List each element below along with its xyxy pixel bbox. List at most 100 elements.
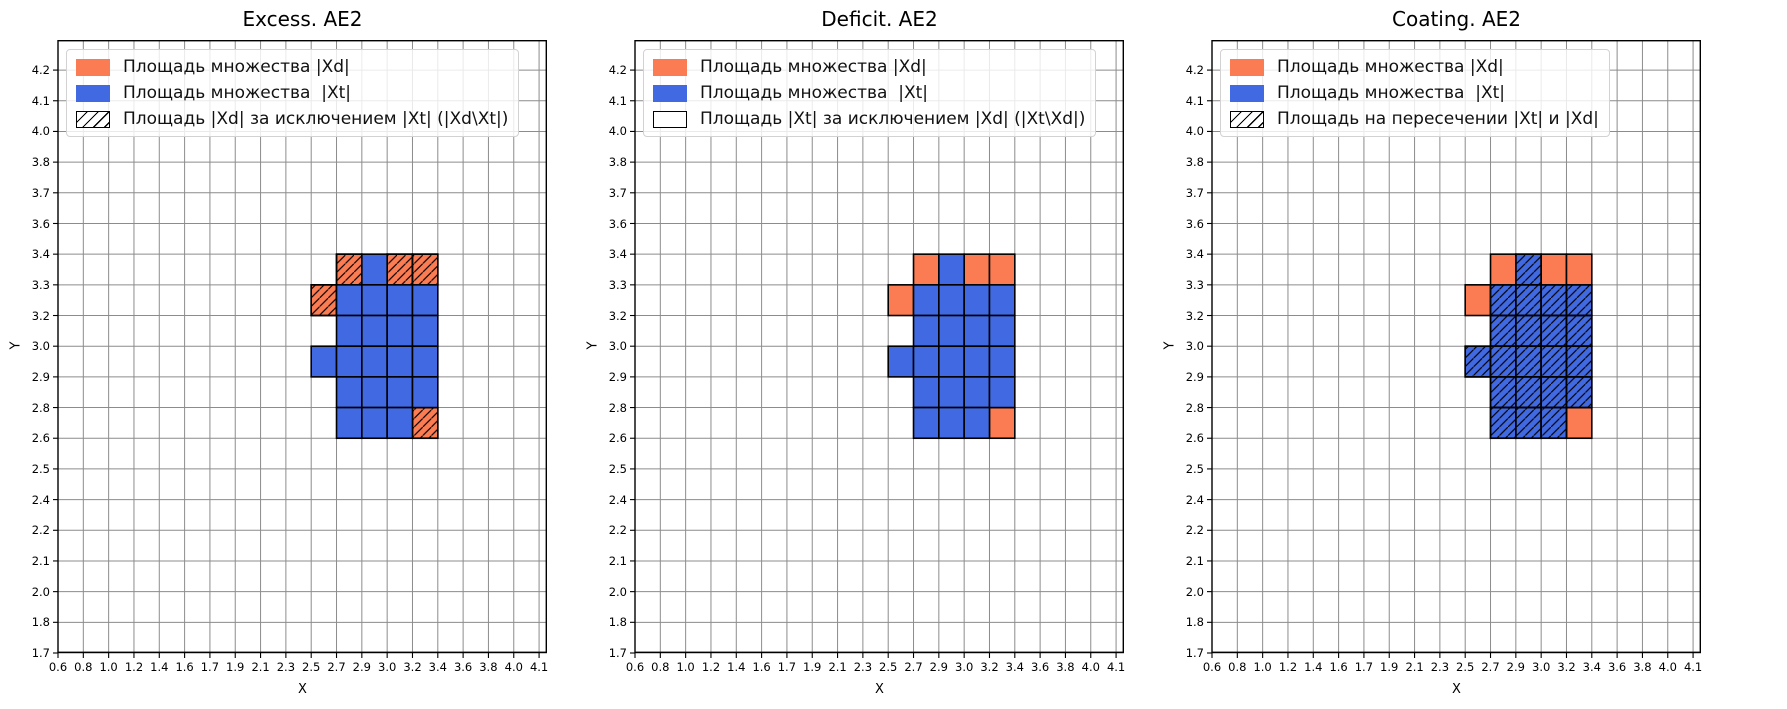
- x-tick-label: 0.8: [1228, 660, 1247, 674]
- legend-label: Площадь множества |Xt|: [123, 83, 352, 103]
- xd-cell: [1540, 253, 1568, 286]
- y-tick-label: 3.4: [31, 247, 50, 262]
- x-tick-label: 1.4: [1304, 660, 1323, 674]
- y-tick-label: 3.3: [608, 277, 627, 292]
- plot-area-svg: [1207, 39, 1701, 658]
- legend-item: Площадь |Xt| за исключением |Xd| (|Xt\Xd…: [653, 109, 1085, 129]
- xt-cell-hatch: [1565, 345, 1593, 378]
- x-tick-label: 0.6: [1202, 660, 1222, 674]
- x-tick-label: 3.8: [1633, 660, 1652, 674]
- y-tick-label: 1.7: [31, 646, 50, 660]
- y-tick-label: 3.8: [608, 155, 627, 170]
- x-tick-label: 4.1: [1106, 660, 1126, 674]
- x-tick-label: 2.1: [1405, 660, 1424, 674]
- x-tick-label: 2.5: [879, 660, 898, 674]
- y-axis-label: Y: [585, 341, 601, 349]
- y-tick-label: 2.4: [1185, 492, 1204, 507]
- xd-cell-hatch: [411, 406, 439, 440]
- x-tick-label: 3.2: [980, 660, 999, 674]
- x-tick-label: 1.0: [676, 660, 695, 674]
- y-tick-label: 1.7: [608, 646, 627, 660]
- x-tick-label: 3.6: [1607, 660, 1627, 674]
- xt-cell: [335, 314, 363, 347]
- x-tick-label: 3.4: [1582, 660, 1601, 674]
- xt-cell: [912, 376, 940, 409]
- xt-cell: [386, 376, 414, 409]
- x-tick-label: 2.1: [828, 660, 847, 674]
- y-tick-label: 2.2: [1185, 523, 1204, 538]
- x-axis-label: X: [298, 682, 307, 697]
- legend-item: Площадь множества |Xd|: [653, 57, 1085, 77]
- x-tick-label: 1.7: [1354, 660, 1374, 674]
- y-tick-label: 4.2: [31, 63, 50, 78]
- y-tick-label: 3.0: [1185, 339, 1204, 354]
- xt-cell-hatch: [1515, 406, 1542, 440]
- xt-cell: [361, 253, 388, 286]
- xd-cell: [1489, 253, 1517, 286]
- xd-cell: [1565, 406, 1593, 440]
- y-tick-label: 3.6: [608, 216, 627, 231]
- y-tick-label: 3.3: [1185, 277, 1204, 292]
- legend-label: Площадь множества |Xt|: [1277, 83, 1506, 103]
- legend-swatch-xd-icon: [1230, 58, 1264, 76]
- xt-cell-hatch: [1540, 406, 1568, 440]
- x-tick-label: 1.2: [1278, 660, 1298, 674]
- x-tick-label: 2.7: [327, 660, 346, 674]
- y-tick-label: 3.6: [31, 216, 50, 231]
- xt-cell: [963, 314, 991, 347]
- x-tick-label: 1.2: [124, 660, 144, 674]
- xt-cell-hatch: [1565, 376, 1593, 409]
- y-tick-label: 3.2: [1185, 308, 1204, 323]
- x-tick-label: 2.5: [302, 660, 321, 674]
- xt-cell: [411, 314, 439, 347]
- legend-item: Площадь |Xd| за исключением |Xt| (|Xd\Xt…: [76, 109, 508, 129]
- y-tick-label: 2.0: [608, 584, 627, 599]
- x-tick-label: 1.9: [803, 660, 822, 674]
- x-tick-label: 3.2: [1557, 660, 1576, 674]
- xt-cell-hatch: [1489, 345, 1517, 378]
- xt-cell: [361, 284, 388, 317]
- y-tick-label: 2.6: [1185, 431, 1204, 446]
- y-tick-label: 2.0: [31, 584, 50, 599]
- xt-cell-hatch: [1489, 284, 1517, 317]
- y-tick-label: 2.2: [608, 523, 627, 538]
- y-tick-label: 2.5: [31, 461, 50, 476]
- y-tick-label: 2.5: [1185, 461, 1204, 476]
- x-tick-label: 4.1: [1683, 660, 1703, 674]
- legend-item: Площадь множества |Xd|: [76, 57, 508, 77]
- y-tick-label: 3.8: [1185, 155, 1204, 170]
- xd-cell-hatch: [310, 284, 338, 317]
- xt-cell-hatch: [1515, 314, 1542, 347]
- xt-cell: [310, 345, 338, 378]
- xt-cell: [386, 345, 414, 378]
- plot-title: Excess. AE2: [242, 7, 363, 31]
- xt-cell: [988, 284, 1016, 317]
- y-tick-label: 3.7: [608, 185, 627, 200]
- xt-cell: [963, 345, 991, 378]
- xt-cell-hatch: [1540, 376, 1568, 409]
- x-tick-label: 4.1: [529, 660, 549, 674]
- y-tick-label: 1.8: [31, 615, 50, 630]
- x-tick-label: 2.5: [1456, 660, 1475, 674]
- xt-cell: [938, 376, 965, 409]
- xt-cell-hatch: [1515, 284, 1542, 317]
- xt-cell-hatch: [1515, 253, 1542, 286]
- legend-label: Площадь |Xd| за исключением |Xt| (|Xd\Xt…: [123, 109, 509, 129]
- plot-area-svg: [53, 39, 547, 658]
- xt-cell: [938, 406, 965, 440]
- xt-cell: [411, 284, 439, 317]
- x-tick-label: 2.7: [904, 660, 923, 674]
- y-tick-label: 3.6: [1185, 216, 1204, 231]
- legend-swatch-xt-icon: [76, 84, 110, 102]
- x-tick-label: 2.9: [1506, 660, 1525, 674]
- x-tick-label: 3.2: [403, 660, 422, 674]
- y-tick-label: 1.8: [608, 615, 627, 630]
- xt-cell: [361, 376, 388, 409]
- y-tick-label: 3.0: [608, 339, 627, 354]
- legend: Площадь множества |Xd| Площадь множества …: [1220, 49, 1610, 137]
- x-tick-label: 1.6: [1329, 660, 1348, 674]
- legend-swatch-xd-icon: [653, 58, 687, 76]
- legend-swatch-empty-icon: [653, 110, 687, 128]
- legend-label: Площадь на пересечении |Xt| и |Xd|: [1277, 109, 1599, 129]
